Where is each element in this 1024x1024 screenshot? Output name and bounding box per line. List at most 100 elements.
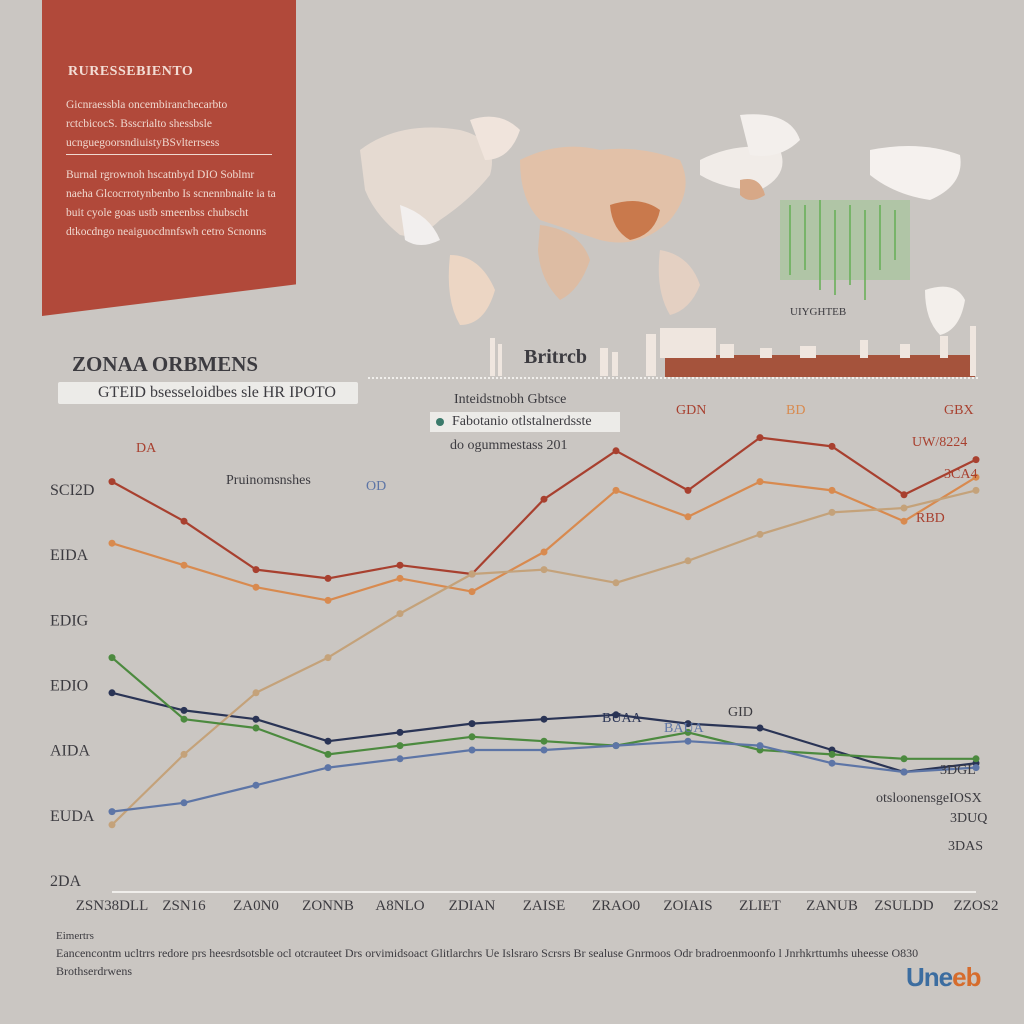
series-annotation: GID [728,705,753,720]
y-tick-label: EIDA [50,547,89,564]
series-annotation: BD [786,403,805,418]
series-annotation: 3DUQ [950,811,987,826]
series-annotation: BUAA [602,711,643,726]
series-annotation: 3DAS [948,839,983,854]
data-point [900,504,908,512]
data-point [108,821,116,829]
series-annotation: BAUA [664,721,705,736]
data-point [324,737,332,745]
brand-part: eb [952,962,981,992]
header-banner [42,0,296,316]
y-tick-label: AIDA [50,743,90,760]
series-annotation: RBD [916,511,945,526]
data-point [612,742,620,750]
data-point [252,715,260,723]
data-point [324,654,332,662]
data-point [972,486,980,494]
data-point [180,799,188,807]
banner-paragraph: Gicnraessbla oncembiranchecarbto rctcbic… [66,99,228,149]
data-point [180,750,188,758]
data-point [756,434,764,442]
data-point [180,517,188,525]
series-line [111,476,977,602]
data-point [468,746,476,754]
x-tick-label: ZAISE [523,898,566,914]
data-point [396,755,404,763]
data-point [900,755,908,763]
x-tick-label: ZRAO0 [592,898,640,914]
x-tick-label: ZSULDD [874,898,933,914]
data-point [684,557,692,565]
data-point [108,654,116,662]
data-point [900,768,908,776]
x-tick-label: A8NLO [375,898,424,914]
legend-entry: Inteidstnobh Gbtsce [454,392,567,407]
y-tick-label: SCI2D [50,482,94,499]
y-tick-label: EDIG [50,612,89,629]
data-point [612,711,620,719]
data-point [540,715,548,723]
data-point [612,447,620,455]
data-point [684,737,692,745]
data-point [540,566,548,574]
x-tick-label: ZLIET [739,898,781,914]
x-tick-label: ZSN16 [162,898,206,914]
data-point [900,491,908,499]
footer-text: Eancencontm ucltrrs redore prs heesrdsot… [56,946,919,978]
series-annotation: Pruinomsnshes [226,473,311,488]
data-point [684,486,692,494]
data-point [252,781,260,789]
data-point [972,764,980,772]
data-point [252,566,260,574]
x-tick-label: ZANUB [806,898,858,914]
x-tick-label: ZDIAN [449,898,496,914]
data-point [540,495,548,503]
series-annotation: OD [366,479,386,494]
data-point [468,733,476,741]
x-tick-label: ZZOS2 [954,898,999,914]
brand-logo: Uneeb [906,962,981,993]
data-point [180,561,188,569]
data-point [900,517,908,525]
series-annotation: otsloonensgeIOSX [876,791,982,806]
data-point [540,548,548,556]
series-annotation: DA [136,441,157,456]
data-point [324,596,332,604]
data-point [972,755,980,763]
series-annotation: GBX [944,403,974,418]
x-tick-label: ZOIAIS [663,898,712,914]
y-tick-label: EUDA [50,808,95,825]
data-point [180,706,188,714]
data-point [612,579,620,587]
data-point [828,486,836,494]
x-tick-label: ZONNB [302,898,354,914]
banner-divider [66,154,272,155]
data-point [756,478,764,486]
series-annotation: 3DGL [940,763,976,778]
data-point [108,539,116,547]
data-point [828,508,836,516]
footer-label: Eimertrs [56,930,94,942]
data-point [828,750,836,758]
series-annotation: UW/8224 [912,435,967,450]
data-point [684,720,692,728]
y-tick-label: EDIO [50,678,88,695]
y-tick-label: 2DA [50,873,82,890]
data-point [684,728,692,736]
legend-marker [436,418,444,426]
skyline-label: Britrcb [524,346,587,368]
brand-part: Une [906,962,953,992]
series-line [111,436,977,580]
data-point [468,720,476,728]
data-point [684,513,692,521]
data-point [108,478,116,486]
data-point [540,737,548,745]
series-line [111,489,977,826]
data-point [540,746,548,754]
divider-dotted [368,377,978,379]
data-point [396,561,404,569]
